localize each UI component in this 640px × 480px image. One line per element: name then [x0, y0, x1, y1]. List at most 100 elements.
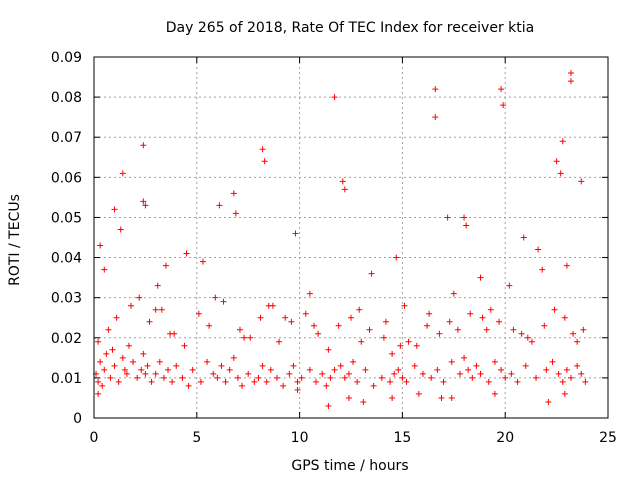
data-point — [557, 170, 564, 177]
data-point — [502, 374, 509, 381]
data-point — [549, 358, 556, 365]
data-point — [543, 366, 550, 373]
data-point — [189, 366, 196, 373]
data-point — [528, 338, 535, 345]
plot-frame — [93, 56, 609, 419]
data-point — [403, 378, 410, 385]
data-point — [204, 358, 211, 365]
data-point — [360, 398, 367, 405]
data-point — [230, 354, 237, 361]
y-tick-label: 0.01 — [51, 371, 82, 387]
data-point — [559, 138, 566, 145]
data-point — [487, 306, 494, 313]
data-point — [341, 186, 348, 193]
data-point — [267, 366, 274, 373]
data-point — [144, 362, 151, 369]
x-tick-label: 10 — [291, 430, 309, 446]
y-tick-label: 0.04 — [51, 251, 82, 267]
data-point — [498, 86, 505, 93]
data-point — [387, 378, 394, 385]
data-point — [485, 378, 492, 385]
data-point — [574, 338, 581, 345]
data-point — [325, 346, 332, 353]
data-point — [524, 334, 531, 341]
data-point — [553, 158, 560, 165]
data-point — [259, 146, 266, 153]
data-point — [130, 358, 137, 365]
data-point — [259, 362, 266, 369]
data-point — [561, 314, 568, 321]
data-point — [434, 366, 441, 373]
data-point — [95, 378, 102, 385]
data-point — [115, 378, 122, 385]
data-point — [356, 306, 363, 313]
data-point — [444, 214, 451, 221]
data-point — [103, 350, 110, 357]
data-point — [539, 266, 546, 273]
data-point — [561, 390, 568, 397]
data-point — [107, 374, 114, 381]
data-point — [574, 362, 581, 369]
data-point — [541, 322, 548, 329]
data-point — [123, 370, 130, 377]
data-point — [288, 318, 295, 325]
y-tick-label: 0.02 — [51, 331, 82, 347]
data-point — [448, 394, 455, 401]
data-point — [111, 206, 118, 213]
data-point — [578, 370, 585, 377]
data-point — [467, 310, 474, 317]
data-point — [216, 202, 223, 209]
data-point — [212, 294, 219, 301]
data-point — [251, 378, 258, 385]
y-tick-label: 0 — [73, 411, 82, 427]
data-point — [559, 378, 566, 385]
data-point — [179, 374, 186, 381]
data-point — [119, 170, 126, 177]
data-point — [199, 258, 206, 265]
data-point — [354, 378, 361, 385]
data-point — [461, 214, 468, 221]
data-point — [405, 338, 412, 345]
data-point — [95, 338, 102, 345]
data-point — [323, 382, 330, 389]
data-point — [395, 366, 402, 373]
data-point — [393, 254, 400, 261]
data-point — [292, 230, 299, 237]
data-point — [456, 370, 463, 377]
data-point — [397, 342, 404, 349]
data-point — [570, 330, 577, 337]
y-tick-label: 0.03 — [51, 291, 82, 307]
data-point — [263, 378, 270, 385]
data-point — [413, 342, 420, 349]
data-point — [500, 102, 507, 109]
x-tick-label: 5 — [192, 430, 201, 446]
data-point — [95, 390, 102, 397]
data-point — [294, 386, 301, 393]
x-axis-label: GPS time / hours — [291, 458, 408, 474]
data-point — [339, 178, 346, 185]
data-point — [522, 362, 529, 369]
data-point — [158, 306, 165, 313]
data-point — [496, 318, 503, 325]
data-point — [276, 338, 283, 345]
data-point — [220, 298, 227, 305]
data-point — [473, 362, 480, 369]
data-point — [477, 274, 484, 281]
data-point — [136, 294, 143, 301]
data-point — [563, 366, 570, 373]
y-tick-label: 0.06 — [51, 170, 82, 186]
data-point — [454, 326, 461, 333]
data-point — [580, 326, 587, 333]
data-point — [239, 382, 246, 389]
data-point — [426, 310, 433, 317]
data-point — [113, 314, 120, 321]
data-point — [389, 350, 396, 357]
y-tick-label: 0.07 — [51, 130, 82, 146]
data-point — [578, 178, 585, 185]
data-point — [218, 362, 225, 369]
x-tick-label: 20 — [496, 430, 514, 446]
data-point — [345, 394, 352, 401]
data-point — [148, 378, 155, 385]
data-point — [370, 382, 377, 389]
